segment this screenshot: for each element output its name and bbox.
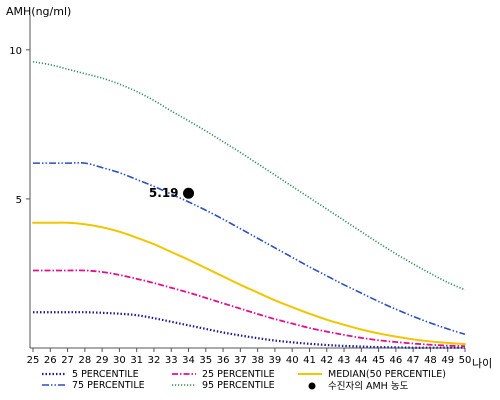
- x-tick-label: 40: [286, 355, 299, 366]
- x-tick-label: 48: [424, 355, 437, 366]
- series-line-3: [32, 161, 466, 336]
- y-ticks: 5 10: [9, 46, 30, 206]
- series-line-2: [32, 221, 466, 346]
- x-tick-label: 50: [459, 355, 472, 366]
- x-tick-label: 35: [199, 355, 212, 366]
- legend-label-4: 95 PERCENTILE: [202, 380, 275, 391]
- x-axis-title: 나이: [472, 357, 492, 370]
- x-tick-label: 39: [269, 355, 282, 366]
- x-tick-label: 31: [130, 355, 143, 366]
- x-tick-label: 38: [251, 355, 264, 366]
- patient-marker-dot: [183, 187, 195, 199]
- x-tick-label: 43: [338, 355, 351, 366]
- series-line-1: [33, 269, 466, 348]
- axes: [29, 15, 465, 349]
- x-tick-label: 32: [148, 355, 161, 366]
- x-tick-label: 47: [407, 355, 420, 366]
- x-tick-label: 37: [234, 355, 247, 366]
- series-lines: [32, 60, 466, 349]
- x-tick-label: 26: [44, 355, 57, 366]
- legend-marker-swatch: [308, 382, 316, 390]
- x-tick-label: 45: [372, 355, 385, 366]
- x-tick-label: 44: [355, 355, 368, 366]
- legend-label-2: MEDIAN(50 PERCENTILE): [328, 369, 446, 380]
- y-tick-label: 5: [16, 195, 22, 206]
- x-tick-label: 46: [390, 355, 403, 366]
- x-tick-label: 28: [78, 355, 91, 366]
- x-tick-label: 25: [27, 355, 40, 366]
- x-tick-label: 34: [182, 355, 195, 366]
- x-ticks: 25 26 27 28 29 30 31 32 33 34 35 36 37 38 39 40 41 42 43 44…: [27, 348, 472, 366]
- series-line-0: [33, 311, 465, 349]
- legend-label-0: 5 PERCENTILE: [72, 369, 139, 380]
- legend-label-1: 25 PERCENTILE: [202, 369, 275, 380]
- x-tick-label: 30: [113, 355, 126, 366]
- x-tick-label: 33: [165, 355, 178, 366]
- legend-marker-label: 수진자의 AMH 농도: [328, 381, 409, 392]
- x-tick-label: 29: [96, 355, 109, 366]
- x-tick-label: 42: [320, 355, 333, 366]
- x-tick-label: 27: [61, 355, 74, 366]
- x-tick-label: 49: [441, 355, 454, 366]
- legend: 5 PERCENTILE 25 PERCENTILE MEDIAN(50 PERCE…: [42, 369, 446, 392]
- y-tick-label: 10: [9, 46, 22, 57]
- x-tick-label: 41: [303, 355, 316, 366]
- patient-marker-label: 5.19: [149, 186, 179, 200]
- series-line-4: [32, 60, 466, 291]
- y-axis-title: AMH(ng/ml): [6, 5, 71, 18]
- x-tick-label: 36: [217, 355, 230, 366]
- legend-label-3: 75 PERCENTILE: [72, 380, 145, 391]
- patient-marker: 5.19: [149, 186, 195, 200]
